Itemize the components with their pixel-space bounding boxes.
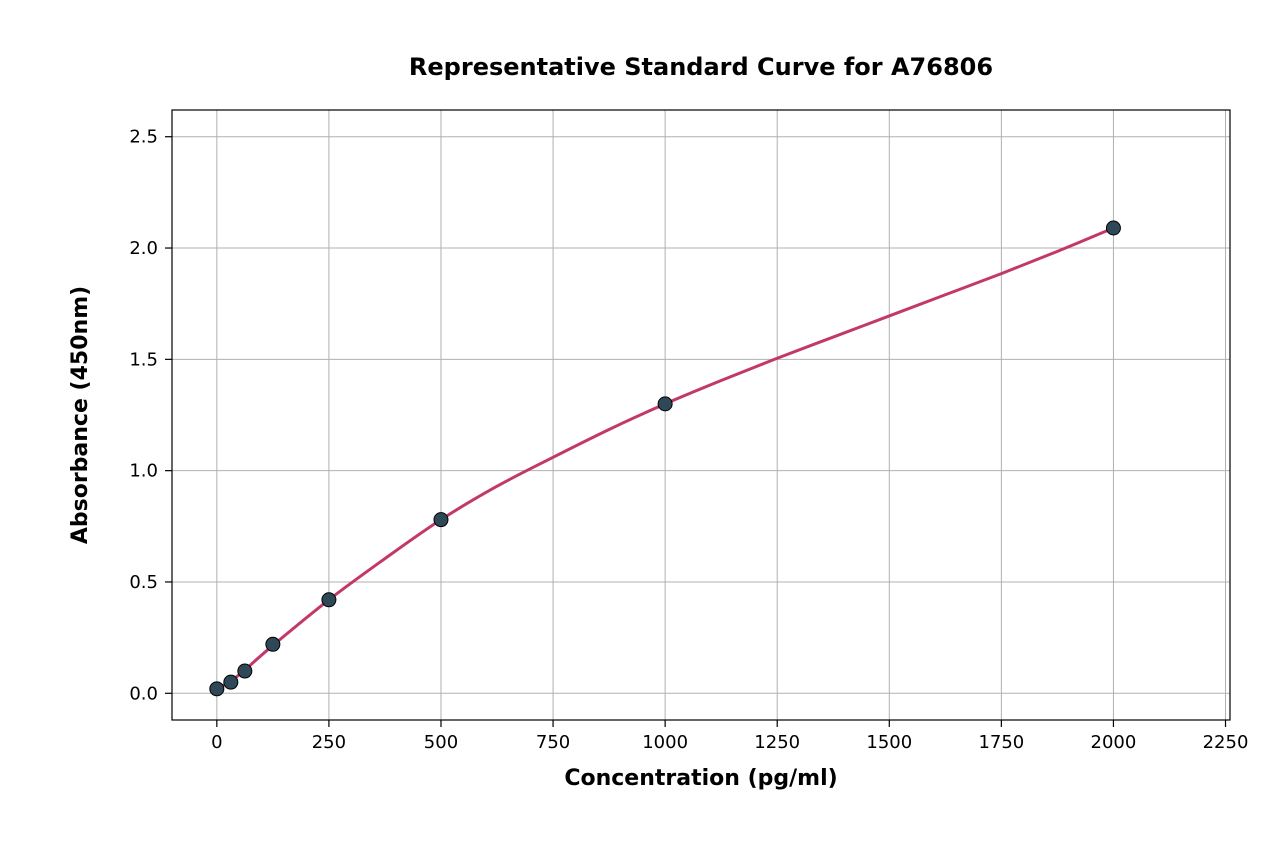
ytick-label: 2.0 [129, 238, 158, 259]
chart-container: 0 250 500 750 1000 1250 1500 1750 2000 2250 0.0 0.5… [0, 0, 1280, 845]
ytick-label: 2.5 [129, 127, 158, 148]
x-axis-label: Concentration (pg/ml) [564, 766, 837, 791]
plot-area [172, 110, 1230, 720]
xtick-label: 1250 [754, 732, 800, 753]
y-axis-label: Absorbance (450nm) [68, 286, 93, 544]
standard-curve-chart: 0 250 500 750 1000 1250 1500 1750 2000 2250 0.0 0.5… [0, 0, 1280, 845]
data-marker [658, 397, 672, 411]
data-marker [210, 682, 224, 696]
data-marker [434, 513, 448, 527]
data-marker [238, 664, 252, 678]
xtick-label: 1000 [642, 732, 688, 753]
xtick-label: 750 [536, 732, 570, 753]
xtick-label: 2250 [1203, 732, 1249, 753]
xtick-label: 250 [312, 732, 346, 753]
ytick-label: 0.0 [129, 683, 158, 704]
data-marker [1106, 221, 1120, 235]
chart-title: Representative Standard Curve for A76806 [409, 53, 993, 81]
data-marker [322, 593, 336, 607]
xtick-label: 1750 [978, 732, 1024, 753]
ytick-label: 1.0 [129, 461, 158, 482]
ytick-label: 0.5 [129, 572, 158, 593]
xtick-label: 500 [424, 732, 458, 753]
data-marker [224, 675, 238, 689]
xtick-label: 1500 [866, 732, 912, 753]
xtick-label: 2000 [1091, 732, 1137, 753]
xtick-label: 0 [211, 732, 222, 753]
ytick-label: 1.5 [129, 349, 158, 370]
data-marker [266, 637, 280, 651]
